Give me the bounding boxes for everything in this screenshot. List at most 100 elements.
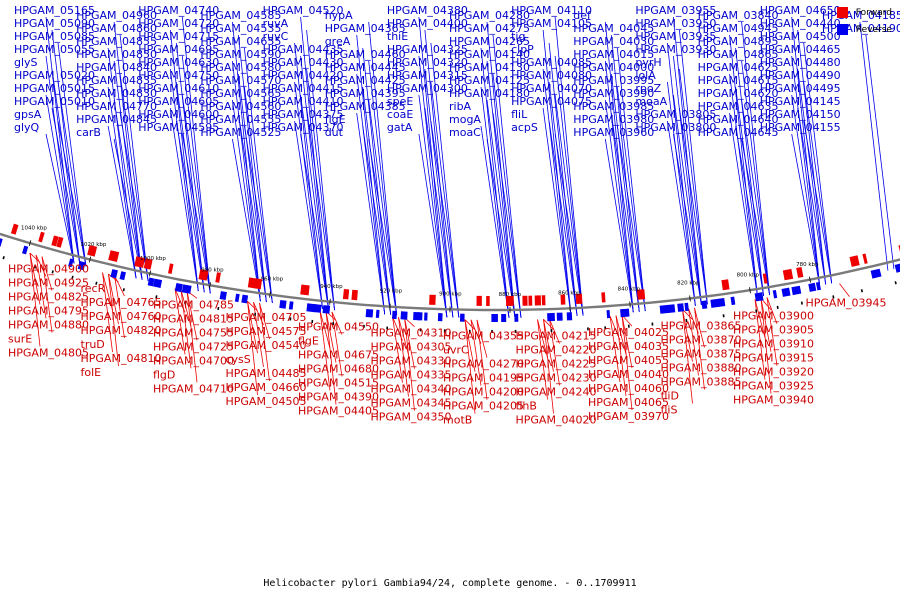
- tick-label: 1000 kbp: [140, 256, 166, 262]
- label-connector: [325, 311, 337, 363]
- reverse-gene-label: HPGAM_04465: [760, 43, 841, 56]
- forward-gene: [351, 289, 358, 301]
- label-connector: [754, 299, 766, 338]
- label-connector: [548, 81, 578, 317]
- forward-gene: [506, 295, 514, 306]
- reverse-swatch: [836, 24, 848, 35]
- label-connector: [232, 99, 261, 302]
- label-connector: [766, 297, 778, 324]
- label-connector: [294, 42, 323, 310]
- label-connector: [803, 120, 833, 284]
- reverse-gene-label: HPGAM_04695: [138, 43, 219, 56]
- forward-gene-label: folE: [81, 366, 102, 379]
- label-connector: [543, 319, 554, 330]
- reverse-gene-label: HPGAM_04740: [138, 4, 219, 17]
- forward-gene-label: HPGAM_04710: [153, 382, 234, 395]
- reverse-gene-label: HPGAM_04640: [698, 113, 779, 126]
- label-connector: [424, 68, 454, 318]
- reverse-gene-label: HPGAM_04300: [387, 82, 468, 95]
- label-connector: [766, 297, 778, 366]
- tick-mark: [28, 240, 32, 247]
- label-connector: [41, 256, 53, 333]
- forward-gene-label: HPGAM_03920: [733, 366, 814, 379]
- label-connector: [238, 112, 267, 303]
- label-connector: [102, 272, 113, 353]
- label-connector: [476, 319, 488, 358]
- reverse-gene-label: HPGAM_03935: [635, 30, 716, 43]
- forward-gene-label: HPGAM_03925: [733, 380, 814, 393]
- label-connector: [244, 47, 273, 303]
- reverse-gene: [659, 304, 670, 314]
- label-connector: [300, 55, 329, 310]
- feature-mark: [800, 301, 803, 305]
- reverse-gene-label: gpsA: [14, 108, 42, 121]
- reverse-gene: [759, 292, 764, 301]
- reverse-gene: [815, 281, 821, 291]
- reverse-gene-label: HPGAM_04180: [449, 87, 530, 100]
- forward-gene: [560, 294, 566, 305]
- label-connector: [300, 94, 329, 310]
- reverse-gene-label: HPGAM_04585: [200, 9, 281, 22]
- reverse-gene-label: lolA: [635, 69, 656, 82]
- forward-gene-label: HPGAM_04540: [226, 339, 307, 352]
- label-connector: [542, 29, 572, 317]
- reverse-gene-label: HPGAM_04535: [200, 22, 281, 35]
- genome-backbone-arc: [0, 232, 900, 312]
- reverse-gene-label: ribA: [449, 100, 472, 113]
- label-connector: [247, 301, 258, 312]
- label-connector: [238, 34, 267, 303]
- reverse-gene: [153, 278, 163, 288]
- label-connector: [554, 55, 584, 316]
- forward-gene-label: HPGAM_04195: [443, 372, 524, 385]
- label-connector: [760, 298, 772, 394]
- reverse-gene-label: HPGAM_04445: [325, 61, 406, 74]
- label-connector: [486, 138, 516, 318]
- forward-gene: [429, 294, 436, 305]
- label-connector: [398, 317, 409, 397]
- label-connector: [741, 60, 770, 296]
- forward-gene-label: HPGAM_03870: [661, 334, 742, 347]
- reverse-gene-label: HPGAM_04460: [325, 48, 406, 61]
- label-connector: [492, 112, 522, 318]
- label-connector: [114, 275, 125, 297]
- reverse-gene-label: hypA: [325, 9, 353, 22]
- forward-gene: [300, 284, 310, 296]
- reverse-gene: [77, 261, 86, 271]
- reverse-gene-label: HPGAM_04860: [76, 22, 157, 35]
- forward-gene: [253, 278, 263, 290]
- label-connector: [609, 315, 621, 383]
- reverse-gene: [606, 310, 611, 319]
- label-connector: [797, 107, 827, 285]
- forward-gene-label: HPGAM_04020: [516, 414, 597, 427]
- label-connector: [356, 112, 386, 315]
- reverse-gene-label: HPGAM_05055: [14, 43, 95, 56]
- reverse-gene-label: HPGAM_04110: [511, 4, 592, 17]
- reverse-gene-label: HPGAM_04600: [138, 108, 219, 121]
- forward-gene-label: cysS: [226, 353, 251, 366]
- label-connector: [306, 68, 335, 311]
- label-connector: [430, 42, 460, 318]
- label-connector: [694, 307, 705, 348]
- forward-gene-label: HPGAM_04200: [443, 386, 524, 399]
- label-connector: [486, 99, 516, 318]
- forward-gene-label: HPGAM_04230: [516, 372, 597, 385]
- label-connector: [621, 315, 633, 411]
- reverse-gene-label: tig: [511, 30, 525, 43]
- label-connector: [679, 107, 708, 305]
- label-connector: [113, 138, 143, 280]
- reverse-gene-label: HPGAM_04075: [511, 95, 592, 108]
- label-connector: [404, 317, 415, 369]
- reverse-gene-label: HPGAM_03950: [635, 17, 716, 30]
- forward-gene-label: HPGAM_03880: [661, 362, 742, 375]
- label-connector: [175, 81, 205, 293]
- legend-item-forward: Forward: [836, 7, 892, 18]
- reverse-gene-label: HPGAM_04425: [325, 74, 406, 87]
- label-connector: [741, 21, 770, 296]
- reverse-gene-label: speE: [387, 95, 413, 108]
- label-connectors: [29, 16, 895, 414]
- forward-gene: [38, 231, 45, 243]
- reverse-gene: [437, 313, 443, 322]
- label-connector: [741, 138, 770, 296]
- reverse-gene-label: HPGAM_04125: [449, 74, 530, 87]
- forward-gene: [721, 279, 730, 291]
